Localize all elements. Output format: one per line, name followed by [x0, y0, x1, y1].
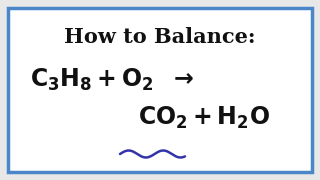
- Text: $\mathbf{CO_2 + H_2O}$: $\mathbf{CO_2 + H_2O}$: [138, 105, 270, 131]
- Text: $\mathbf{C_3H_8 + O_2 \ \ \rightarrow}$: $\mathbf{C_3H_8 + O_2 \ \ \rightarrow}$: [30, 67, 194, 93]
- Text: How to Balance:: How to Balance:: [64, 27, 256, 47]
